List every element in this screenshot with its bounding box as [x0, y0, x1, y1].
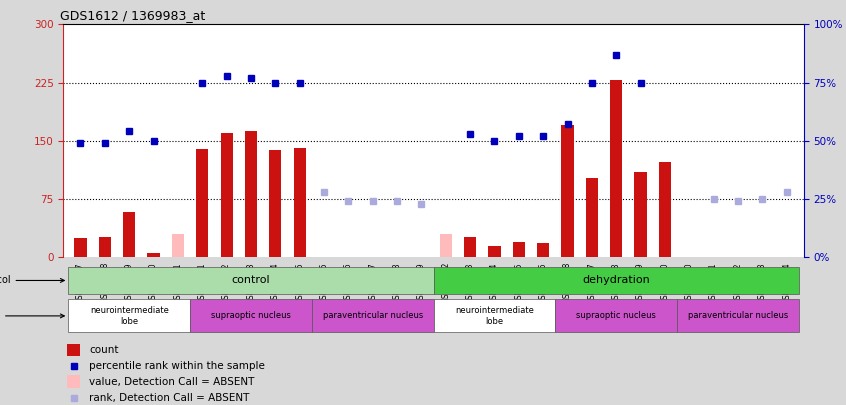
Bar [440, 234, 452, 257]
Bar [74, 238, 86, 257]
Bar [196, 149, 208, 257]
Bar [585, 178, 598, 257]
Text: count: count [90, 345, 118, 355]
Bar [555, 300, 677, 332]
Text: tissue: tissue [0, 311, 64, 321]
Text: paraventricular nucleus: paraventricular nucleus [688, 311, 788, 320]
Text: value, Detection Call = ABSENT: value, Detection Call = ABSENT [90, 377, 255, 387]
Bar [69, 267, 433, 294]
Bar [433, 300, 555, 332]
Text: protocol: protocol [0, 275, 64, 286]
Text: control: control [232, 275, 270, 286]
Bar [294, 148, 305, 257]
Bar [464, 237, 476, 257]
Text: supraoptic nucleus: supraoptic nucleus [576, 311, 656, 320]
Text: rank, Detection Call = ABSENT: rank, Detection Call = ABSENT [90, 393, 250, 403]
Text: neurointermediate
lobe: neurointermediate lobe [90, 306, 168, 326]
Bar [677, 300, 799, 332]
Text: dehydration: dehydration [582, 275, 650, 286]
Bar [172, 234, 184, 257]
Bar [513, 242, 525, 257]
Bar [99, 237, 111, 257]
Bar [488, 245, 501, 257]
Text: GDS1612 / 1369983_at: GDS1612 / 1369983_at [60, 9, 205, 22]
Text: supraoptic nucleus: supraoptic nucleus [211, 311, 291, 320]
Text: percentile rank within the sample: percentile rank within the sample [90, 361, 266, 371]
Text: paraventricular nucleus: paraventricular nucleus [322, 311, 423, 320]
Bar [433, 267, 799, 294]
Bar [562, 125, 574, 257]
Bar [312, 300, 433, 332]
Bar [190, 300, 312, 332]
Bar [537, 243, 549, 257]
Bar [147, 253, 160, 257]
Text: neurointermediate
lobe: neurointermediate lobe [455, 306, 534, 326]
Bar [67, 344, 80, 356]
Bar [269, 150, 282, 257]
Bar [69, 300, 190, 332]
Bar [244, 131, 257, 257]
Bar [124, 212, 135, 257]
Bar [67, 375, 80, 388]
Bar [634, 172, 646, 257]
Bar [610, 80, 623, 257]
Bar [221, 133, 233, 257]
Bar [659, 162, 671, 257]
